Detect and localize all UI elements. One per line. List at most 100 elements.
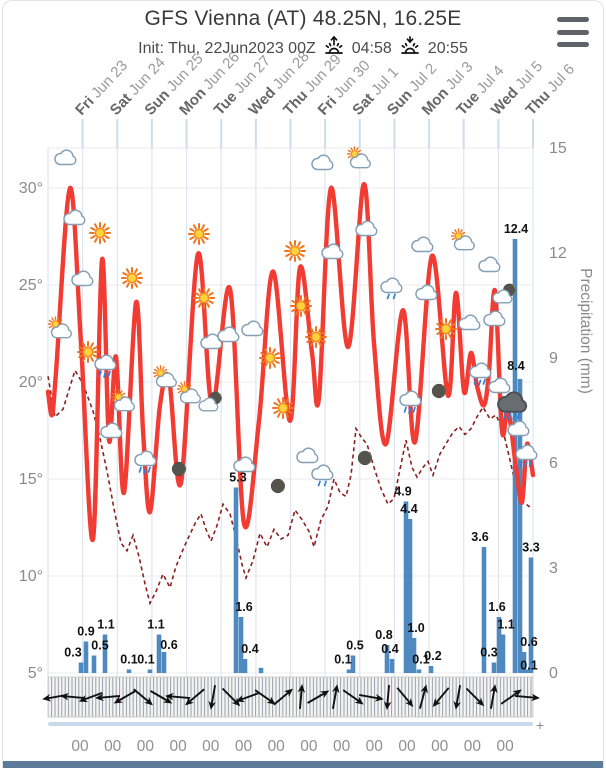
wind-arrow-icon <box>465 687 485 707</box>
svg-text:00: 00 <box>268 738 286 755</box>
precip-bar <box>346 669 352 673</box>
precip-bar <box>416 669 422 673</box>
init-row: Init: Thu, 22Jun2023 00Z 04:58 <box>3 34 603 63</box>
wind-arrow-icon <box>297 684 306 710</box>
svg-text:15°: 15° <box>19 471 43 488</box>
svg-text:0.1: 0.1 <box>137 653 154 667</box>
weather-icons <box>47 146 538 494</box>
svg-text:4.4: 4.4 <box>400 502 417 516</box>
wind-arrow-icon <box>396 687 414 707</box>
svg-text:0.9: 0.9 <box>77 625 94 639</box>
rain-icon <box>94 354 117 378</box>
precip-bar <box>521 652 527 673</box>
cloud-icon <box>311 154 334 171</box>
precip-bar <box>83 641 89 673</box>
sunrise-icon <box>322 34 346 63</box>
hamburger-menu-icon[interactable] <box>557 17 589 47</box>
mooncloud-icon <box>198 391 223 412</box>
drizzle-icon <box>380 277 403 300</box>
sun-icon <box>188 223 210 245</box>
wind-arrow-icon <box>95 693 121 702</box>
precip-bar <box>91 655 97 673</box>
wind-arrow-icon <box>254 689 276 705</box>
cloud-icon <box>241 320 264 337</box>
wind-arrow-icon <box>500 689 522 705</box>
sunset-icon <box>398 34 422 63</box>
wind-arrow-icon <box>78 692 103 703</box>
wind-arrow-icon <box>165 692 191 701</box>
svg-text:0.4: 0.4 <box>381 642 398 656</box>
precip-bar <box>428 666 434 673</box>
svg-text:00: 00 <box>71 738 89 755</box>
svg-text:0: 0 <box>549 665 558 682</box>
wind-arrow-icon <box>133 688 153 706</box>
svg-text:00: 00 <box>431 738 449 755</box>
svg-text:0.5: 0.5 <box>346 639 363 653</box>
svg-text:1.6: 1.6 <box>488 600 505 614</box>
storm-icon <box>497 391 528 420</box>
sun-icon <box>284 240 306 262</box>
wind-arrow-icon <box>331 684 340 709</box>
wind-arrow-icon <box>185 688 205 706</box>
cloud-icon <box>296 447 319 464</box>
wind-arrow-icon <box>489 684 498 709</box>
wind-arrow-icon <box>307 690 330 704</box>
scroll-strip[interactable] <box>48 722 533 726</box>
precip-bar <box>407 519 413 673</box>
precip-bar <box>126 669 132 673</box>
svg-text:0.6: 0.6 <box>160 638 177 652</box>
scroll-plus-button[interactable]: + <box>536 717 544 733</box>
precip-bar <box>411 638 417 673</box>
precip-bar <box>350 655 356 673</box>
precip-bar <box>517 379 523 673</box>
cloud-icon <box>488 377 511 394</box>
svg-text:00: 00 <box>137 738 155 755</box>
svg-text:00: 00 <box>300 738 318 755</box>
svg-text:1.1: 1.1 <box>497 618 514 632</box>
svg-text:00: 00 <box>169 738 187 755</box>
precip-bar <box>102 634 108 673</box>
cloud-icon <box>233 456 256 473</box>
precip-bar <box>500 634 506 673</box>
svg-text:00: 00 <box>333 738 351 755</box>
wind-arrow-icon <box>383 684 392 710</box>
precip-bar <box>384 645 390 673</box>
cloud-icon <box>478 256 501 273</box>
wind-arrow-icon <box>359 693 384 702</box>
svg-text:0.8: 0.8 <box>375 628 392 642</box>
svg-text:3: 3 <box>549 560 558 577</box>
svg-text:25°: 25° <box>19 277 43 294</box>
init-label: Init: Thu, 22Jun2023 00Z <box>138 39 316 57</box>
moon-icon <box>171 461 187 477</box>
svg-text:0.5: 0.5 <box>91 639 108 653</box>
wind-arrow-icon <box>113 690 136 704</box>
suncloud-icon <box>450 228 475 251</box>
precip-bar <box>238 617 244 673</box>
temp-axis-labels: 30° 25° 20° 15° 10° 5° <box>19 180 43 682</box>
cloud-icon <box>415 284 438 301</box>
precip-bar <box>233 487 239 673</box>
svg-text:00: 00 <box>496 738 514 755</box>
sun-icon <box>89 222 111 244</box>
svg-text:0.3: 0.3 <box>480 646 497 660</box>
svg-text:00: 00 <box>366 738 384 755</box>
svg-text:0.3: 0.3 <box>64 646 81 660</box>
sunrise-time: 04:58 <box>351 39 392 57</box>
precip-bar <box>242 659 248 673</box>
rain-icon <box>399 390 422 414</box>
svg-text:1.6: 1.6 <box>235 600 252 614</box>
svg-text:5.3: 5.3 <box>229 471 246 485</box>
svg-text:0.1: 0.1 <box>412 653 429 667</box>
precip-bar <box>528 557 534 673</box>
wind-arrow-icon <box>208 685 217 710</box>
suncloud-icon <box>346 146 371 169</box>
svg-text:0.6: 0.6 <box>520 635 537 649</box>
meteogram-chart: 0.30.90.51.10.1 0.11.10.65.31.60.40.10.50… <box>19 48 594 755</box>
precip-bar <box>78 662 84 673</box>
suncloud-icon <box>152 365 177 388</box>
precip-bar <box>258 667 264 674</box>
precip-bar <box>161 652 167 673</box>
svg-text:00: 00 <box>398 738 416 755</box>
svg-text:00: 00 <box>202 738 220 755</box>
precip-bar <box>147 669 153 673</box>
